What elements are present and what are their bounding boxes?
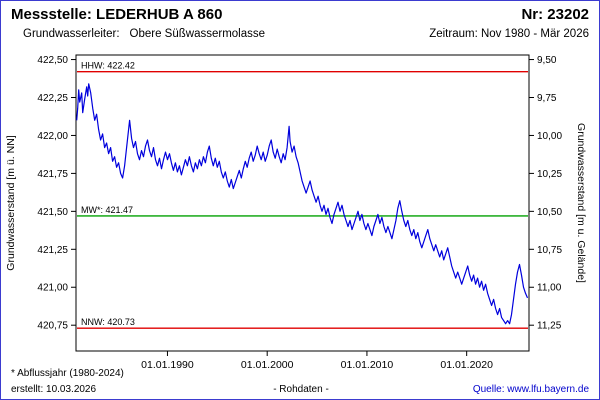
y-axis-title-right: Grundwasserstand [m u. Gelände] <box>575 123 587 283</box>
y-axis-tick-label-right: 10,00 <box>537 131 562 142</box>
hydrograph-chart: 422,50 422,25 422,00 421,75 421,50 421,25 421,… <box>5 54 587 369</box>
hhw-reference-label: HHW: 422.42 <box>81 61 135 71</box>
footnote-abflussjahr: * Abflussjahr (1980-2024) <box>11 368 124 379</box>
y-axis-tick-label-left: 421,00 <box>37 283 68 294</box>
y-axis-tick-label-right: 11,00 <box>537 283 562 294</box>
nnw-reference-label: NNW: 420.73 <box>81 317 135 327</box>
period-label: Zeitraum: Nov 1980 - Mär 2026 <box>429 28 589 40</box>
y-axis-tick-label-left: 421,75 <box>37 169 68 180</box>
mw-reference-label: MW*: 421.47 <box>81 205 133 215</box>
aquifer-value: Obere Süßwassermolasse <box>129 28 266 40</box>
y-axis-tick-label-left: 422,25 <box>37 93 68 104</box>
x-axis-tick-label: 01.01.1990 <box>141 359 194 369</box>
y-axis-title-left: Grundwasserstand [m ü. NN] <box>5 135 17 270</box>
station-number: Nr: 23202 <box>521 6 589 23</box>
x-axis-tick-label: 01.01.2020 <box>440 359 493 369</box>
y-axis-tick-label-right: 10,75 <box>537 245 562 256</box>
y-axis-tick-label-right: 9,75 <box>537 93 557 104</box>
y-axis-tick-label-right: 10,50 <box>537 207 562 218</box>
y-axis-tick-label-right: 10,25 <box>537 169 562 180</box>
y-axis-tick-label-right: 9,50 <box>537 55 557 66</box>
plot-area <box>75 54 530 352</box>
page-title: Messstelle: LEDERHUB A 860 <box>11 6 223 23</box>
data-type-label: - Rohdaten - <box>273 384 329 395</box>
x-axis-tick-label: 01.01.2010 <box>341 359 394 369</box>
aquifer-label: Grundwasserleiter: <box>23 28 120 40</box>
y-axis-tick-label-left: 421,25 <box>37 245 68 256</box>
y-axis-tick-label-left: 422,50 <box>37 55 68 66</box>
source-link[interactable]: Quelle: www.lfu.bayern.de <box>472 384 589 395</box>
y-axis-tick-label-left: 422,00 <box>37 131 68 142</box>
groundwater-series-line <box>76 83 529 325</box>
aquifer-row: Grundwasserleiter: Obere Süßwassermolasse <box>23 28 265 40</box>
y-axis-tick-label-left: 421,50 <box>37 207 68 218</box>
x-axis-tick-label: 01.01.2000 <box>241 359 294 369</box>
created-date: erstellt: 10.03.2026 <box>11 384 97 395</box>
y-axis-tick-label-left: 420,75 <box>37 321 68 332</box>
y-axis-tick-label-right: 11,25 <box>537 321 562 332</box>
